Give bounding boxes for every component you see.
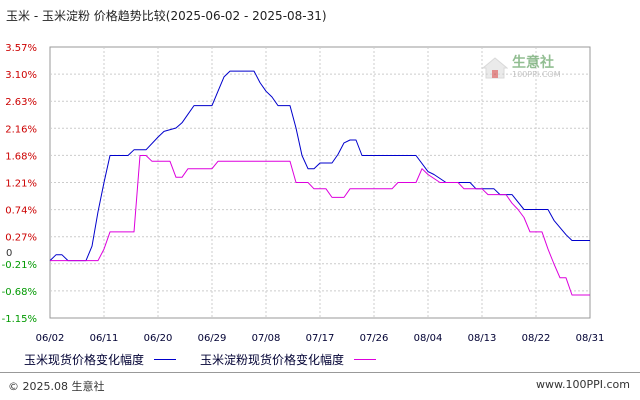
y-tick-label: 2.63%: [5, 97, 37, 108]
y-tick-label: 3.10%: [5, 70, 37, 81]
series-line-starch: [50, 155, 590, 296]
x-tick-label: 07/08: [252, 333, 281, 344]
y-tick-label: 1.21%: [5, 179, 37, 190]
y-tick-label: 2.16%: [5, 124, 37, 135]
y-tick-label: -0.68%: [2, 287, 37, 298]
footer-site-link[interactable]: www.100PPI.com: [536, 378, 630, 391]
x-tick-label: 08/22: [522, 333, 551, 344]
legend-item-corn: 玉米现货价格变化幅度: [24, 351, 177, 368]
y-zero-label: 0: [6, 248, 12, 259]
x-tick-label: 06/11: [90, 333, 119, 344]
x-tick-label: 06/29: [198, 333, 227, 344]
y-tick-label: 0.27%: [5, 233, 37, 244]
legend-swatch-starch: [354, 359, 377, 360]
y-tick-label: -0.21%: [2, 260, 37, 271]
footer-copyright: © 2025.08 生意社: [8, 380, 105, 393]
legend-swatch-corn: [154, 359, 177, 360]
x-tick-label: 08/31: [576, 333, 605, 344]
watermark-url: 100PPI.COM: [512, 70, 561, 79]
legend-item-starch: 玉米淀粉现货价格变化幅度: [200, 351, 377, 368]
x-tick-label: 08/13: [468, 333, 497, 344]
x-tick-label: 06/20: [144, 333, 173, 344]
house-logo-icon: [482, 56, 508, 78]
y-tick-label: 0.74%: [5, 206, 37, 217]
watermark-name: 生意社: [512, 55, 554, 71]
x-tick-label: 07/17: [306, 333, 335, 344]
footer-divider: [0, 372, 640, 373]
y-tick-label: 1.68%: [5, 151, 37, 162]
watermark-logo: 生意社 100PPI.COM: [482, 56, 561, 79]
y-tick-label: 3.57%: [5, 43, 37, 54]
legend-label-starch: 玉米淀粉现货价格变化幅度: [200, 353, 345, 367]
y-tick-label: -1.15%: [2, 314, 37, 325]
chart-title: 玉米 - 玉米淀粉 价格趋势比较(2025-06-02 - 2025-08-31…: [6, 9, 327, 23]
x-tick-label: 06/02: [36, 333, 65, 344]
x-tick-label: 08/04: [414, 333, 443, 344]
x-tick-label: 07/26: [360, 333, 389, 344]
legend-label-corn: 玉米现货价格变化幅度: [24, 353, 145, 367]
